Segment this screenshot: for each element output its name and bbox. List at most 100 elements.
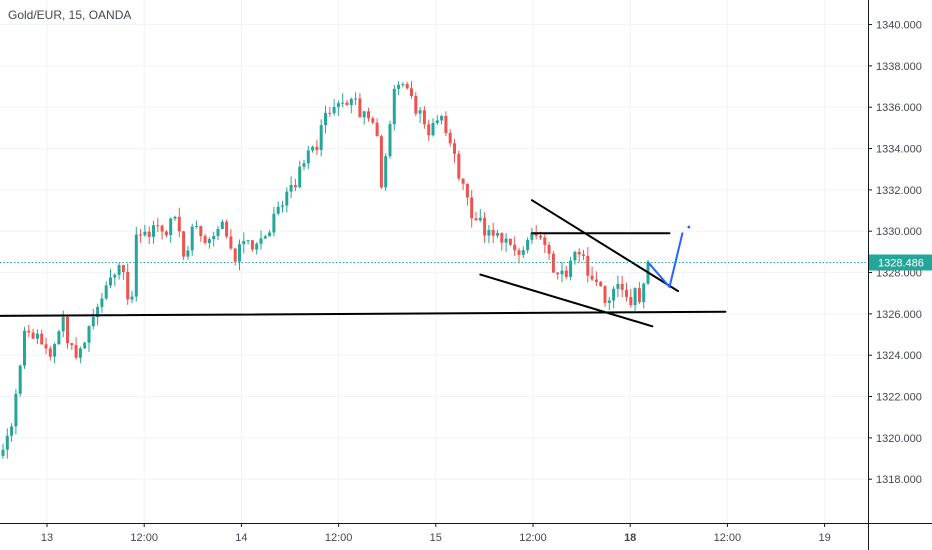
candle-body xyxy=(367,111,370,119)
candle-body xyxy=(375,122,379,137)
candle-body xyxy=(250,240,254,250)
candle-body xyxy=(508,238,512,245)
candle-body xyxy=(341,102,345,104)
candle-body xyxy=(543,237,547,245)
candle-body xyxy=(324,112,327,126)
candle-body xyxy=(83,342,87,349)
candle-body xyxy=(336,103,340,107)
candle-body xyxy=(268,232,272,237)
x-tick-label: 13 xyxy=(41,532,53,544)
candle-body xyxy=(379,136,383,188)
candle-body xyxy=(607,300,611,303)
y-tick-label: 1326.000 xyxy=(876,309,922,321)
candle-body xyxy=(272,213,276,233)
candle-body xyxy=(186,250,190,257)
candle-body xyxy=(31,332,35,339)
candle-body xyxy=(216,228,220,237)
x-tick-label: 19 xyxy=(818,532,830,544)
candle-body xyxy=(594,279,598,282)
candle-body xyxy=(556,272,560,275)
candle-body xyxy=(526,239,530,251)
candle-body xyxy=(100,298,104,307)
candle-body xyxy=(530,232,534,240)
candle-body xyxy=(586,255,590,276)
candle-body xyxy=(500,233,504,243)
y-tick-label: 1330.000 xyxy=(876,226,922,238)
candle-body xyxy=(306,150,310,164)
y-tick-label: 1336.000 xyxy=(876,102,922,114)
candle-body xyxy=(418,110,422,114)
candle-body xyxy=(212,236,216,240)
x-tick-label: 15 xyxy=(430,532,442,544)
candle-body xyxy=(177,216,181,232)
candle-body xyxy=(405,84,409,89)
candle-body xyxy=(23,330,26,366)
y-tick-label: 1320.000 xyxy=(876,433,922,445)
candle-body xyxy=(603,286,607,303)
candle-body xyxy=(233,248,237,262)
candle-body xyxy=(255,243,259,250)
candle-body xyxy=(35,333,39,339)
candle-body xyxy=(474,218,478,221)
candle-body xyxy=(573,251,577,261)
candle-body xyxy=(315,146,319,150)
candle-body xyxy=(483,217,487,236)
candle-body xyxy=(66,317,69,344)
current-price-tag xyxy=(869,254,932,271)
candle-body xyxy=(160,225,164,232)
candle-body xyxy=(577,251,581,255)
candle-body xyxy=(401,84,405,86)
candle-body xyxy=(152,225,155,237)
candle-body xyxy=(504,238,508,243)
candle-body xyxy=(625,289,628,297)
candle-body xyxy=(590,275,594,280)
y-tick-label: 1340.000 xyxy=(876,20,922,32)
candle-body xyxy=(57,331,61,345)
candle-body xyxy=(470,197,474,219)
x-tick-label: 12:00 xyxy=(519,532,547,544)
candle-body xyxy=(298,166,302,188)
candle-body xyxy=(207,239,211,243)
candle-body xyxy=(96,306,100,318)
candle-body xyxy=(156,225,160,227)
candle-body xyxy=(121,265,125,273)
candle-body xyxy=(461,178,465,184)
candle-body xyxy=(332,106,336,114)
candle-body xyxy=(14,393,18,427)
candle-body xyxy=(126,272,130,300)
candle-body xyxy=(70,343,74,346)
candle-body xyxy=(5,435,9,450)
candle-body xyxy=(289,184,293,192)
candle-body xyxy=(328,112,332,114)
candle-body xyxy=(238,244,241,262)
candle-body xyxy=(642,283,646,303)
candle-body xyxy=(27,330,31,333)
candle-body xyxy=(173,216,177,219)
candle-body xyxy=(319,125,323,150)
candle-body xyxy=(440,115,444,121)
candle-body xyxy=(599,281,603,287)
candle-body xyxy=(345,102,349,106)
candle-body xyxy=(478,217,482,221)
candle-body xyxy=(435,120,439,124)
y-tick-label: 1318.000 xyxy=(876,474,922,486)
candle-body xyxy=(139,234,143,236)
candle-body xyxy=(74,345,78,358)
candle-body xyxy=(362,111,366,118)
candle-body xyxy=(569,260,573,277)
candle-body xyxy=(1,449,5,456)
wedge-lower-trendline xyxy=(479,273,654,328)
candle-body xyxy=(281,205,284,207)
candle-body xyxy=(582,254,585,256)
y-tick-label: 1338.000 xyxy=(876,61,922,73)
candle-body xyxy=(392,88,396,125)
candle-body xyxy=(534,232,538,236)
candle-body xyxy=(190,226,194,251)
y-tick-label: 1324.000 xyxy=(876,350,922,362)
projection-dot xyxy=(687,225,691,229)
x-tick-label: 12:00 xyxy=(325,532,353,544)
candle-body xyxy=(117,265,121,275)
candle-body xyxy=(560,270,564,275)
